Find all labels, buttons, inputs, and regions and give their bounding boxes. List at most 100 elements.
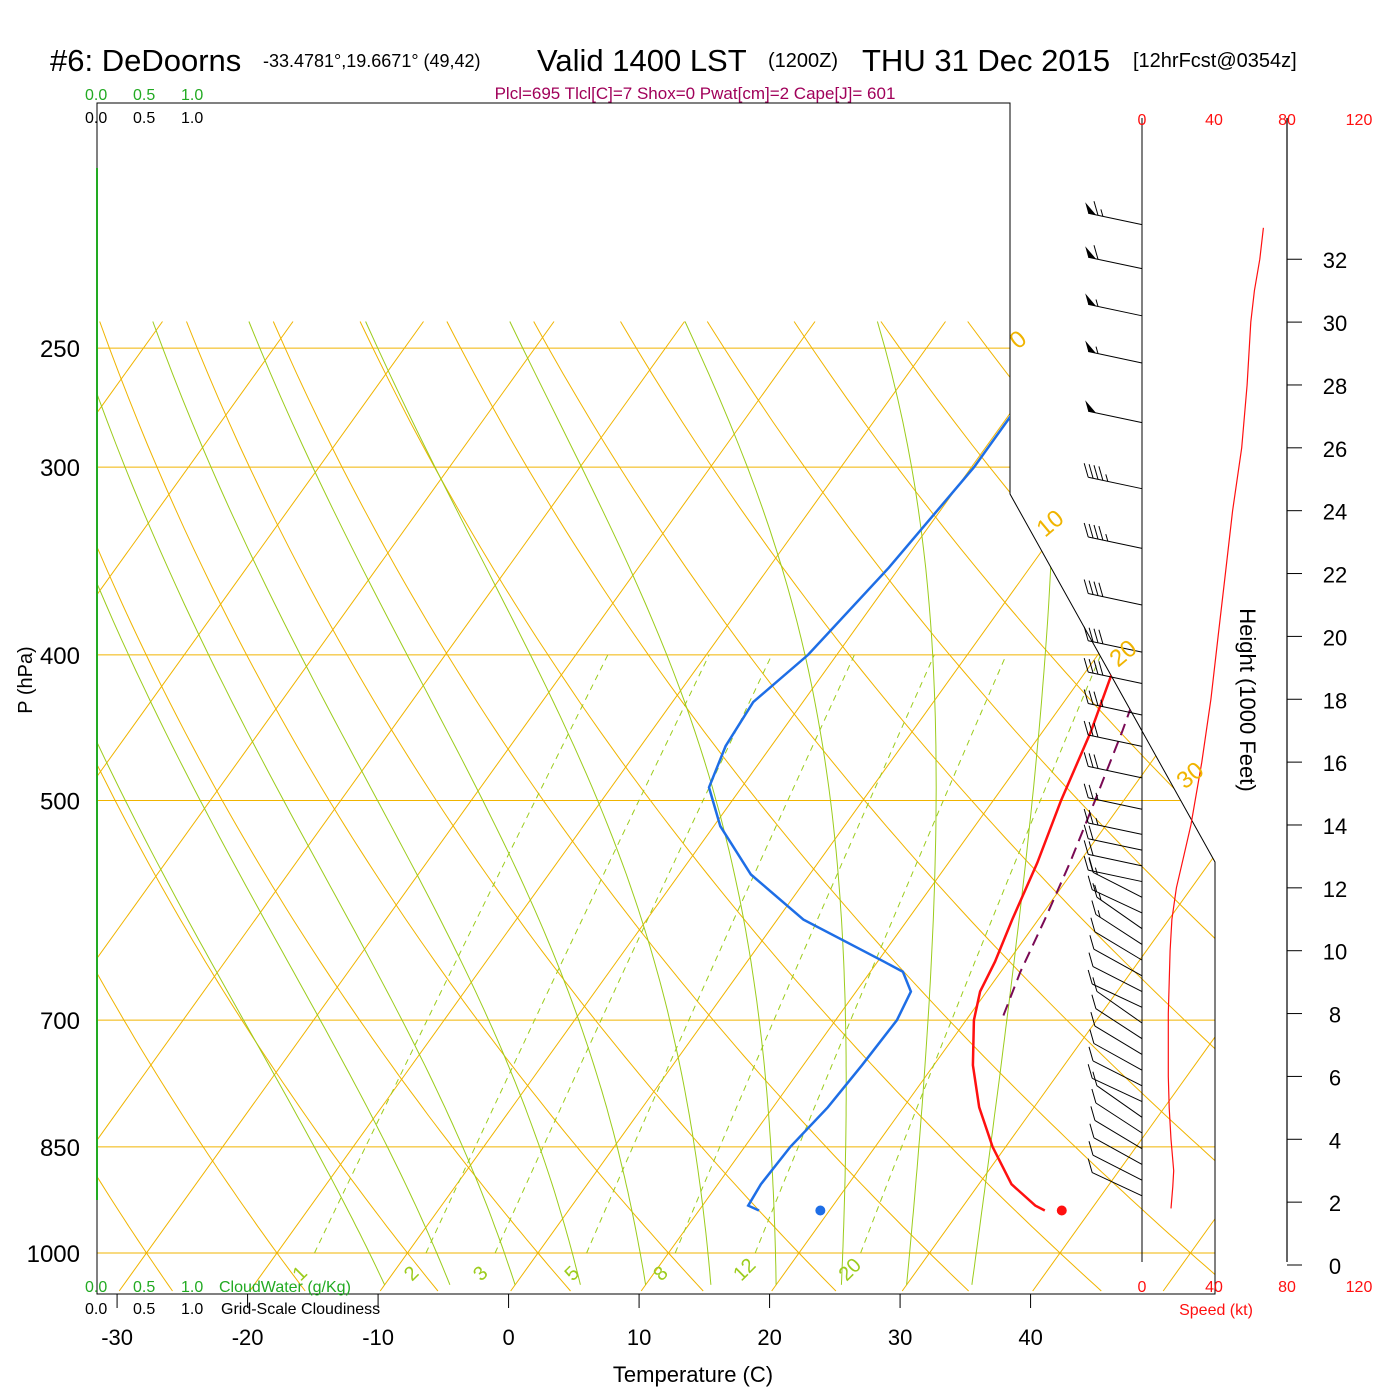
wind-barb-staff-5: [1096, 1085, 1143, 1118]
isotherm-40: [1032, 321, 1215, 1292]
mixing-ratio-label-5: 5: [561, 1262, 584, 1285]
wind-barb-staff-1: [1092, 1154, 1143, 1181]
wind-barb-feather-31: [1093, 524, 1099, 540]
wind-barb-feather-17: [1092, 883, 1098, 898]
wind-barb-feather-8: [1089, 1029, 1095, 1044]
dry-adiabat-80: [706, 321, 1215, 1292]
wind-barb-staff-30: [1088, 593, 1143, 606]
wind-barb-feather-27: [1083, 689, 1089, 704]
wind-barb-feather-21: [1088, 841, 1094, 856]
speed-top-tick-1: 40: [1205, 112, 1223, 129]
forecast-info: [12hrFcst@0354z]: [1133, 50, 1297, 72]
wind-barb-feather-28: [1098, 661, 1104, 676]
wind-barb-feather-22: [1083, 824, 1089, 839]
wind-barb-7: [1088, 1046, 1143, 1087]
wind-barb-staff-36: [1088, 256, 1143, 270]
dry-adiabat-label-30: 30: [1172, 757, 1210, 795]
wind-barb-half-19: [1094, 867, 1098, 875]
wind-barb-feather-27: [1093, 691, 1099, 706]
wind-barb-12: [1087, 969, 1143, 1008]
moist-adiabat-10: [248, 321, 647, 1285]
height-tick-12: 12: [1323, 877, 1347, 902]
wind-barb-staff-26: [1088, 734, 1143, 747]
dry-adiabat-130: [1140, 321, 1215, 1292]
wind-barb-staff-15: [1094, 931, 1143, 961]
wind-barb-staff-9: [1094, 1025, 1143, 1055]
wind-barbs: [1083, 201, 1143, 1197]
wind-barb-14: [1089, 935, 1143, 977]
height-tick-26: 26: [1323, 437, 1347, 462]
wind-barb-feather-32: [1083, 463, 1089, 478]
dry-adiabat-60: [533, 321, 1215, 1292]
wind-barb-feather-31: [1098, 525, 1104, 541]
cloud-scale-bottom: 0.0 0.5 1.0 CloudWater (g/Kg) 0.0 0.5 1.…: [85, 1279, 380, 1318]
height-tick-16: 16: [1323, 751, 1347, 776]
isotherm--50: [97, 321, 555, 1292]
wind-barb-2: [1089, 1123, 1143, 1165]
wind-barb-staff-20: [1088, 869, 1143, 883]
wind-barb-26: [1083, 720, 1143, 747]
dewpoint-line: [707, 392, 1028, 1212]
wind-barb-feather-24: [1083, 783, 1089, 798]
wind-barb-feather-32: [1098, 466, 1104, 481]
isotherm--30: [118, 321, 816, 1292]
wind-barb-feather-12: [1087, 969, 1093, 985]
cloudwater-bottom-tick-0: 0.0: [85, 1279, 107, 1296]
isotherm-20: [771, 321, 1215, 1292]
wind-barb-feather-25: [1093, 754, 1099, 769]
height-tick-22: 22: [1323, 563, 1347, 588]
pressure-tick-400: 400: [40, 643, 80, 670]
cloudwater-label: CloudWater (g/Kg): [219, 1279, 351, 1296]
mixing-ratio-label-12: 12: [729, 1254, 760, 1285]
wind-barb-24: [1083, 783, 1143, 810]
dry-adiabat--30: [97, 321, 173, 1292]
speed-bottom-tick-2: 80: [1278, 1279, 1296, 1296]
wind-barb-4: [1091, 1088, 1143, 1134]
cloudwater-tick-1: 0.5: [133, 87, 155, 104]
wind-barb-35: [1085, 293, 1143, 317]
wind-barb-feather-28: [1093, 660, 1099, 675]
wind-barb-feather-37: [1093, 201, 1099, 216]
height-tick-6: 6: [1329, 1065, 1341, 1090]
cloudwater-tick-0: 0.0: [85, 87, 107, 104]
wind-barb-feather-18: [1087, 875, 1093, 890]
moist-adiabat-15: [365, 321, 712, 1285]
wind-barb-36: [1085, 245, 1143, 270]
wind-barb-feather-26: [1083, 720, 1089, 736]
cloudiness-tick-0: 0.0: [85, 110, 107, 127]
wind-barb-staff-23: [1088, 822, 1143, 835]
mixing-ratio-label-8: 8: [649, 1262, 672, 1285]
wind-barb-flag-34: [1085, 340, 1096, 354]
wind-barb-staff-19: [1092, 871, 1143, 898]
dry-adiabat-10: [99, 321, 704, 1292]
speed-top-tick-0: 0: [1138, 112, 1147, 129]
wind-barb-feather-13: [1088, 952, 1094, 967]
mixing-ratio-line-5: [586, 654, 855, 1254]
wind-barb-31: [1083, 522, 1143, 549]
wind-barb-feather-23: [1088, 809, 1094, 825]
station-title: #6: DeDoorns: [50, 43, 241, 78]
wind-barb-staff-0: [1091, 1172, 1143, 1197]
wind-barb-feather-28: [1088, 658, 1094, 674]
stability-indices: Plcl=695 Tlcl[C]=7 Shox=0 Pwat[cm]=2 Cap…: [495, 84, 896, 103]
moist-adiabat-20: [509, 321, 777, 1285]
wind-barb-staff-35: [1088, 303, 1143, 317]
speed-top-tick-2: 80: [1278, 112, 1296, 129]
wind-barb-feather-29: [1083, 626, 1089, 641]
mixing-ratio-label-2: 2: [400, 1262, 423, 1285]
height-tick-18: 18: [1323, 688, 1347, 713]
wind-barb-0: [1087, 1158, 1143, 1197]
moist-adiabat--5: [97, 321, 451, 1285]
wind-barb-staff-25: [1088, 765, 1143, 779]
wind-barb-flag-33: [1085, 400, 1096, 413]
temp-tick--20: -20: [232, 1325, 264, 1350]
wind-barb-feather-20: [1083, 855, 1089, 871]
wind-barb-18: [1087, 875, 1143, 914]
wind-barb-37: [1085, 201, 1143, 226]
height-tick-24: 24: [1323, 500, 1347, 525]
height-tick-14: 14: [1323, 814, 1347, 839]
wind-barb-half-27: [1100, 699, 1104, 707]
wind-barb-feather-29: [1098, 629, 1104, 644]
height-axis-title: Height (1000 Feet): [1235, 608, 1260, 791]
mixing-ratio-label-3: 3: [469, 1262, 492, 1285]
